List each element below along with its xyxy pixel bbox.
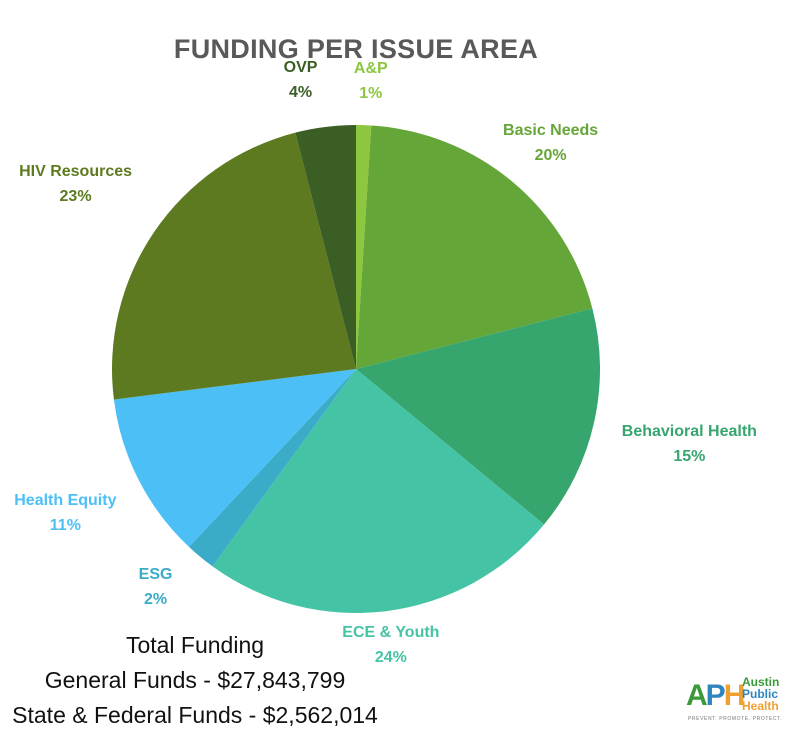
slice-label-hiv-resources: HIV Resources 23% xyxy=(19,159,132,209)
general-funds-total: General Funds - $27,843,799 xyxy=(44,667,346,693)
totals-heading: Total Funding xyxy=(125,632,265,658)
slice-label-name: A&P xyxy=(353,59,388,77)
logo-tagline: PREVENT. PROMOTE. PROTECT. xyxy=(688,716,783,722)
pie-slice-hiv-resources xyxy=(112,132,357,400)
pie-slice-ovp xyxy=(295,125,356,369)
slice-label-name: Health Equity xyxy=(14,492,117,509)
slice-label-value: 2% xyxy=(144,591,168,609)
slice-label-name: ESG xyxy=(138,566,173,584)
slice-label-health-equity: Health Equity 11% xyxy=(14,488,116,538)
slice-label-value: 11% xyxy=(49,517,81,534)
slice-label-basic-needs: Basic Needs 20% xyxy=(503,118,598,168)
pie-slice-ece-youth xyxy=(212,369,545,613)
slice-label-value: 20% xyxy=(534,147,567,165)
logo-word-health: Health xyxy=(742,699,779,713)
pie-slice-a-p xyxy=(356,125,372,369)
pie-slice-health-equity xyxy=(113,369,356,547)
slice-label-ece-youth: ECE & Youth 24% xyxy=(342,620,439,670)
pie-slice-behavioral-health xyxy=(356,308,600,525)
slice-label-value: 23% xyxy=(59,187,92,205)
slice-label-esg: ESG 2% xyxy=(139,562,173,612)
logo-wordmark: Austin Public Health xyxy=(742,676,779,712)
slice-label-name: HIV Resources xyxy=(19,162,133,180)
state-federal-funds-total: State & Federal Funds - $2,562,014 xyxy=(12,702,378,728)
aph-logo-mark: APH xyxy=(686,679,746,712)
logo-letter-a: A xyxy=(686,679,708,712)
slice-label-ovp: OVP 4% xyxy=(284,55,318,105)
slice-label-name: Behavioral Health xyxy=(621,422,757,440)
logo-word-austin: Austin xyxy=(742,675,780,689)
slice-label-value: 24% xyxy=(374,648,407,666)
aph-logo: APH Austin Public Health PREVENT. PROMOT… xyxy=(686,676,792,726)
slice-label-value: 4% xyxy=(288,84,313,102)
logo-letter-p: P xyxy=(705,679,726,712)
logo-word-public: Public xyxy=(742,687,779,701)
slice-label-behavioral-health: Behavioral Health 15% xyxy=(622,419,757,469)
logo-letter-h: H xyxy=(723,679,746,712)
pie-slice-esg xyxy=(188,369,356,567)
slice-label-name: OVP xyxy=(283,59,318,77)
slice-label-value: 1% xyxy=(359,84,383,102)
pie-slice-basic-needs xyxy=(356,125,593,369)
slice-label-name: ECE & Youth xyxy=(342,623,440,641)
slice-label-name: Basic Needs xyxy=(503,122,599,140)
slice-label-value: 15% xyxy=(673,447,706,465)
chart-title: FUNDING PER ISSUE AREA xyxy=(173,34,539,64)
slice-label-a-p: A&P 1% xyxy=(354,56,388,106)
